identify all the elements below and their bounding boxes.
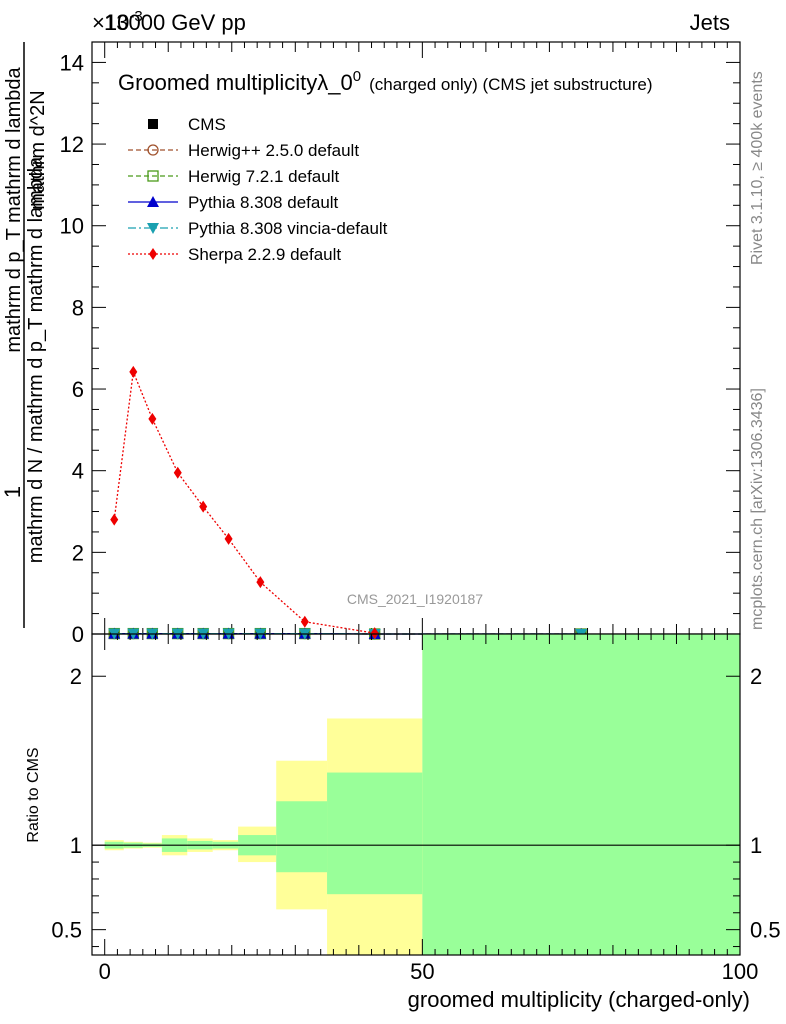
data-point <box>300 615 309 628</box>
ratio-y-tick-label-right: 0.5 <box>750 918 781 943</box>
legend-label: Sherpa 2.2.9 default <box>188 245 341 264</box>
x-tick-label: 0 <box>99 959 111 984</box>
mcplots-label: mcplots.cern.ch [arXiv:1306.3436] <box>749 388 766 630</box>
main-y-axis-label: 1 mathrm d N / mathrm d p_T mathrm d lam… <box>0 42 49 628</box>
exponent-power: -3 <box>129 8 142 25</box>
data-point <box>256 576 265 589</box>
data-point <box>199 500 208 513</box>
data-point <box>129 365 138 378</box>
ratio-y-tick-label: 1 <box>70 833 82 858</box>
chart-title: Groomed multiplicityλ_00 (charged only) (… <box>118 68 653 95</box>
y-label-main: mathrm d^2N <box>27 90 49 209</box>
rivet-label: Rivet 3.1.10, ≥ 400k events <box>749 71 766 265</box>
category-label: Jets <box>690 10 730 35</box>
legend-marker <box>147 196 159 207</box>
title-superscript: 0 <box>353 68 361 85</box>
y-tick-label: 0 <box>72 622 84 647</box>
title-main: Groomed multiplicityλ_0 <box>118 70 353 95</box>
legend-marker <box>149 248 157 260</box>
main-panel: 0 2 4 6 8 10 12 14 <box>60 41 741 647</box>
ratio-band-inner <box>276 801 328 873</box>
ratio-y-tick-label: 2 <box>70 664 82 689</box>
ratio-band-inner <box>422 634 740 955</box>
energy-label: 13000 GeV pp <box>104 10 246 35</box>
y-tick-label: 4 <box>72 459 84 484</box>
y-tick-label: 12 <box>60 132 84 157</box>
data-point <box>173 466 182 479</box>
legend: CMS Herwig++ 2.5.0 default Herwig 7.2.1 de… <box>128 115 388 264</box>
ratio-y-tick-label: 0.5 <box>51 918 82 943</box>
y-label-numerator: 1 <box>0 486 25 498</box>
legend-marker <box>147 144 159 156</box>
ratio-panel: 0 50 100 0.5 0.5 1 1 2 2 <box>51 633 781 984</box>
legend-marker <box>147 170 159 182</box>
series-5 <box>110 365 379 640</box>
y-label-denominator: mathrm d N / mathrm d p_T mathrm d lambd… <box>25 156 47 563</box>
data-point <box>148 412 157 425</box>
exponent-label: ×10-3 <box>92 8 143 35</box>
ratio-y-axis-label: Ratio to CMS <box>25 747 42 842</box>
ratio-y-tick-label-right: 1 <box>750 833 762 858</box>
legend-label: Pythia 8.308 vincia-default <box>188 219 388 238</box>
x-tick-label: 50 <box>410 959 434 984</box>
data-point <box>224 532 233 545</box>
y-label-sub: mathrm d p_T mathrm d lambda <box>3 66 25 352</box>
ratio-frame <box>91 633 741 956</box>
y-tick-label: 10 <box>60 214 84 239</box>
y-tick-label: 8 <box>72 295 84 320</box>
x-axis-label: groomed multiplicity (charged-only) <box>408 987 750 1012</box>
data-point <box>110 513 119 526</box>
ratio-y-tick-label-right: 2 <box>750 664 762 689</box>
legend-label: Pythia 8.308 default <box>188 193 339 212</box>
y-tick-label: 2 <box>72 540 84 565</box>
legend-marker <box>148 119 158 129</box>
y-tick-label: 14 <box>60 50 84 75</box>
data-point <box>370 627 379 640</box>
ratio-band-inner <box>327 772 423 895</box>
legend-label: Herwig 7.2.1 default <box>188 167 339 186</box>
series-line <box>113 369 375 634</box>
legend-label: CMS <box>188 115 226 134</box>
title-suffix: (charged only) (CMS jet substructure) <box>369 75 652 94</box>
legend-marker <box>147 223 159 234</box>
watermark: CMS_2021_I1920187 <box>347 591 483 607</box>
x-tick-label: 100 <box>722 959 759 984</box>
y-tick-label: 6 <box>72 377 84 402</box>
legend-label: Herwig++ 2.5.0 default <box>188 141 359 160</box>
